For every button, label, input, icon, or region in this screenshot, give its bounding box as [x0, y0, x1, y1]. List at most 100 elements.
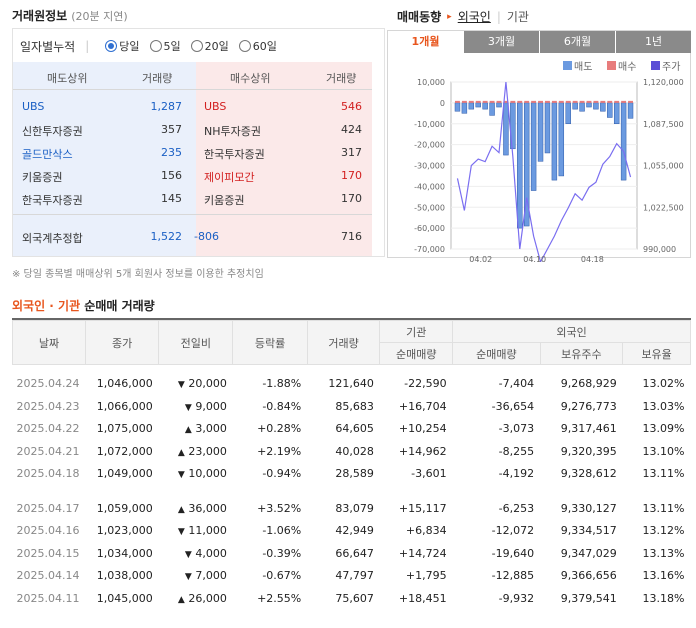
down-arrow-icon: ▼ [184, 572, 192, 583]
buy-bar [496, 100, 502, 103]
buy-column-bg [196, 62, 372, 256]
table-row: 2025.04.24 1,046,000 ▼ 20,000 -1.88% 121,640… [13, 373, 691, 396]
sell-volume-header: 거래량 [142, 72, 173, 85]
cell-inst-net: +14,724 [398, 546, 447, 560]
cell-date: 2025.04.21 [16, 444, 80, 458]
cell-hold-ratio: 13.10% [642, 444, 685, 458]
cell-volume: 40,028 [335, 444, 374, 458]
sell-broker-name: 골드만삭스 [22, 148, 73, 161]
tab-1year[interactable]: 1년 [616, 31, 691, 53]
period-today[interactable]: 당일 [105, 38, 140, 54]
col-foreign: 외국인 [452, 320, 691, 343]
up-arrow-icon: ▲ [177, 504, 185, 515]
sell-broker-name: 키움증권 [22, 171, 63, 184]
cell-date: 2025.04.15 [16, 546, 80, 560]
buy-bar [503, 100, 509, 103]
legend-buy: 매수 [607, 58, 636, 73]
cell-volume: 121,640 [328, 377, 374, 391]
radio-icon[interactable] [105, 40, 118, 52]
sell-bar [482, 102, 488, 110]
foreign-total-buy: 716 [341, 230, 362, 243]
radio-icon[interactable] [149, 40, 162, 52]
tab-1month[interactable]: 1개월 [388, 31, 464, 53]
cell-rate: -1.06% [262, 524, 302, 538]
table-row: 2025.04.17 1,059,000 ▲ 36,000 +3.52% 83,079 +… [13, 497, 691, 520]
cell-volume: 64,605 [335, 422, 374, 436]
cell-inst-net: +14,962 [398, 444, 447, 458]
buy-broker-name: 키움증권 [204, 194, 245, 207]
buy-broker-volume: 546 [341, 100, 362, 113]
cell-hold-ratio: 13.12% [642, 524, 685, 538]
period-divider: | [85, 39, 90, 53]
sell-top-header: 매도상위 [47, 72, 88, 85]
broker-panel [12, 28, 385, 257]
sell-bar [586, 102, 592, 108]
cell-foreign-net: -7,404 [498, 377, 535, 391]
estimate-note: ※ 당일 종목별 매매상위 5개 회원사 정보를 이용한 추정치임 [12, 269, 264, 280]
cell-holdings: 9,334,517 [560, 524, 617, 538]
cell-inst-net: -22,590 [404, 377, 447, 391]
foreign-total-label: 외국계추정합 [22, 232, 83, 245]
sell-bar [558, 102, 565, 177]
cell-date: 2025.04.22 [16, 422, 80, 436]
sell-bar [475, 102, 481, 108]
sell-broker-volume: 1,287 [150, 100, 183, 113]
cell-holdings: 9,366,656 [560, 569, 617, 583]
table-row: 2025.04.18 1,049,000 ▼ 10,000 -0.94% 28,589 -… [13, 463, 691, 486]
x-tick-label: 04.02 [469, 255, 492, 262]
tab-foreign[interactable]: 외국인 [457, 10, 491, 24]
tab-institution[interactable]: 기관 [506, 10, 529, 24]
buy-bar [600, 100, 606, 103]
cell-inst-net: +16,704 [398, 399, 447, 413]
buy-bar [475, 100, 481, 103]
up-arrow-icon: ▲ [184, 425, 192, 436]
buy-bar [517, 100, 523, 103]
sell-broker-volume: 145 [161, 192, 182, 205]
trade-trend-chart: 10,000 0 -10,000 -20,000 -30,000 -40,000 -50,0… [414, 78, 684, 262]
sell-bar [489, 102, 495, 116]
cell-date: 2025.04.14 [16, 569, 80, 583]
period-5d[interactable]: 5일 [149, 38, 181, 54]
up-arrow-icon: ▲ [177, 594, 185, 605]
trade-trend-header: 매매동향 ▸ 외국인 | 기관 [397, 8, 529, 25]
cell-foreign-net: -9,932 [498, 591, 535, 605]
col-holdings: 보유주수 [539, 342, 624, 365]
foreign-total-net: -806 [194, 230, 219, 243]
cell-change: ▲ 26,000 [177, 591, 227, 605]
y-left-tick-label: 0 [440, 99, 445, 108]
tab-divider: | [496, 9, 501, 24]
cell-rate: +3.52% [257, 501, 302, 515]
y-right-tick-label: 1,120,000 [643, 78, 684, 87]
sell-bar [468, 102, 475, 110]
buy-volume-header: 거래량 [326, 72, 357, 85]
sell-bar [503, 102, 509, 156]
sell-broker-volume: 357 [161, 123, 182, 136]
radio-icon[interactable] [238, 40, 251, 52]
cell-close: 1,023,000 [96, 524, 153, 538]
cell-close: 1,049,000 [96, 467, 153, 481]
radio-icon[interactable] [190, 40, 203, 52]
delay-note: (20분 지연) [71, 10, 128, 23]
period-20d[interactable]: 20일 [190, 38, 229, 54]
sell-bar [579, 102, 585, 112]
col-foreign-net: 순매매량 [452, 342, 541, 365]
cell-close: 1,046,000 [96, 377, 153, 391]
legend-sell: 매도 [563, 58, 592, 73]
sell-bar [620, 102, 627, 181]
period-60d[interactable]: 60일 [238, 38, 277, 54]
cell-hold-ratio: 13.18% [642, 591, 685, 605]
down-arrow-icon: ▼ [184, 402, 192, 413]
cell-volume: 75,607 [335, 591, 374, 605]
tab-6month[interactable]: 6개월 [540, 31, 616, 53]
cell-holdings: 9,330,127 [560, 501, 617, 515]
buy-bar [461, 100, 467, 103]
cell-inst-net: +6,834 [405, 524, 447, 538]
sell-bar [551, 102, 558, 181]
cell-rate: -0.84% [262, 399, 302, 413]
cell-foreign-net: -19,640 [491, 546, 535, 560]
legend-buy-swatch [607, 61, 616, 70]
tab-3month[interactable]: 3개월 [464, 31, 540, 53]
sell-bar [496, 102, 502, 108]
cell-change: ▼ 20,000 [177, 377, 227, 391]
cell-holdings: 9,379,541 [560, 591, 617, 605]
